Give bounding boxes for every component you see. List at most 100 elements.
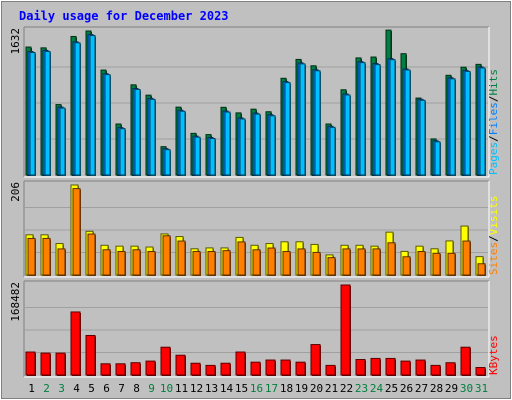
bar-face <box>282 251 291 276</box>
bar-face <box>115 363 126 376</box>
x-tick-label: 1 <box>28 382 35 395</box>
x-tick-label: 12 <box>190 382 203 395</box>
bar-face <box>85 334 96 376</box>
bar-kbytes-29 <box>445 362 456 376</box>
bar-kbytes-2 <box>40 352 51 376</box>
bar-face <box>87 233 96 276</box>
bar-pages-25 <box>389 59 396 176</box>
bar-face <box>374 64 381 176</box>
bar-face <box>104 74 111 176</box>
x-tick-label: 30 <box>460 382 473 395</box>
bar-face <box>344 94 351 176</box>
bar-face <box>89 35 96 176</box>
bar-pages-21 <box>329 126 336 176</box>
legend-entry-separator: / <box>487 235 500 242</box>
panel-kbytes: 168482 <box>9 280 490 378</box>
bar-pages-30 <box>464 70 471 176</box>
bar-face <box>74 42 81 176</box>
legend-entry-files: Files <box>487 102 500 135</box>
bar-face <box>44 50 51 176</box>
bar-pages-20 <box>314 70 321 176</box>
bar-face <box>177 240 186 276</box>
bar-face <box>314 70 321 176</box>
bar-kbytes-21 <box>325 364 336 376</box>
bar-sites-21 <box>327 257 336 276</box>
bar-face <box>404 69 411 176</box>
bar-sites-20 <box>312 251 321 276</box>
bar-face <box>222 250 231 276</box>
bar-face <box>432 252 441 276</box>
x-tick-label: 18 <box>280 382 293 395</box>
bar-face <box>162 235 171 276</box>
bar-face <box>462 240 471 276</box>
bar-face <box>42 237 51 276</box>
bar-kbytes-4 <box>70 311 81 376</box>
bar-pages-28 <box>434 141 441 176</box>
bar-face <box>250 361 261 376</box>
bar-sites-24 <box>372 248 381 276</box>
bar-face <box>134 88 141 176</box>
bar-face <box>389 59 396 176</box>
bar-kbytes-24 <box>370 357 381 376</box>
x-tick-label: 22 <box>340 382 353 395</box>
legend-entry-kbytes: KBytes <box>487 335 500 375</box>
bar-sites-30 <box>462 240 471 276</box>
bar-face <box>387 242 396 276</box>
bar-sites-18 <box>282 251 291 276</box>
x-tick-label: 16 <box>250 382 263 395</box>
panel-visits-sites: 206 <box>9 180 490 278</box>
bar-sites-27 <box>417 251 426 276</box>
bar-face <box>402 256 411 276</box>
bar-kbytes-7 <box>115 363 126 376</box>
bar-sites-26 <box>402 256 411 276</box>
bar-pages-4 <box>74 42 81 177</box>
bar-face <box>145 360 156 376</box>
bar-pages-12 <box>194 136 201 176</box>
bar-sites-5 <box>87 233 96 276</box>
bar-kbytes-26 <box>400 360 411 376</box>
bar-kbytes-9 <box>145 360 156 376</box>
bar-face <box>329 126 336 176</box>
x-tick-label: 31 <box>475 382 488 395</box>
bar-sites-8 <box>132 249 141 276</box>
legend-kbytes: KBytes <box>487 335 500 375</box>
x-tick-label: 19 <box>295 382 308 395</box>
bar-pages-2 <box>44 50 51 176</box>
bar-face <box>147 251 156 276</box>
x-tick-label: 9 <box>148 382 155 395</box>
bar-pages-27 <box>419 99 426 176</box>
x-tick-label: 29 <box>445 382 458 395</box>
bar-face <box>205 364 216 376</box>
bar-pages-26 <box>404 69 411 176</box>
bar-sites-19 <box>297 248 306 276</box>
x-tick-label: 14 <box>220 382 234 395</box>
bar-face <box>265 359 276 376</box>
bar-pages-29 <box>449 78 456 176</box>
bar-face <box>357 248 366 276</box>
x-tick-label: 28 <box>430 382 443 395</box>
bar-sites-12 <box>192 251 201 276</box>
bar-sites-22 <box>342 248 351 276</box>
bar-face <box>269 115 276 176</box>
x-tick-label: 27 <box>415 382 428 395</box>
bar-pages-11 <box>179 110 186 176</box>
bar-face <box>449 78 456 176</box>
bar-face <box>72 188 81 276</box>
x-tick-label: 5 <box>88 382 95 395</box>
bar-face <box>27 237 36 276</box>
bar-pages-23 <box>359 62 366 176</box>
bar-face <box>445 362 456 376</box>
bar-face <box>325 364 336 376</box>
x-tick-label: 23 <box>355 382 368 395</box>
bar-face <box>477 263 486 276</box>
legend-entry-separator: / <box>487 96 500 103</box>
bar-sites-23 <box>357 248 366 276</box>
bar-face <box>254 113 261 176</box>
bar-kbytes-12 <box>190 362 201 376</box>
legend-hits-files-pages: Pages/Files/Hits <box>487 69 500 175</box>
bar-face <box>194 136 201 176</box>
bar-pages-16 <box>254 113 261 176</box>
bar-pages-17 <box>269 115 276 176</box>
bar-face <box>310 344 321 376</box>
bar-kbytes-20 <box>310 344 321 376</box>
